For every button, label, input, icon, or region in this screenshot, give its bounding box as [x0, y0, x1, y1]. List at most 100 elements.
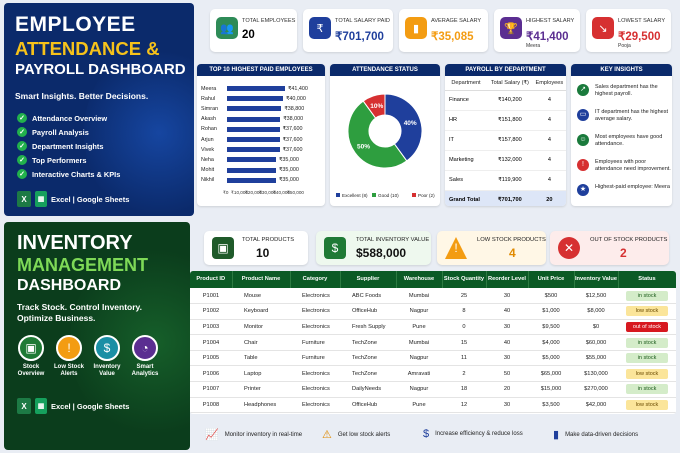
bar [227, 147, 280, 153]
table-cell: In stock [618, 350, 676, 367]
inventory-row[interactable]: P1008 Headphones Electronics OfficeHub Pune 1… [190, 397, 676, 414]
kpi-subtext: Pooja [618, 43, 631, 49]
inventory-row[interactable]: P1007 Printer Electronics DailyNeeds Nagpur 1… [190, 381, 676, 398]
table-cell: 2 [442, 365, 486, 383]
check-icon: ✓ [17, 155, 27, 165]
table-cell: Electronics [290, 365, 340, 383]
check-icon: ✓ [17, 141, 27, 151]
axis-tick-label: ₹0 [223, 190, 229, 195]
kpi-value: ₹29,500 [618, 31, 661, 43]
table-cell: TechZone [340, 334, 396, 351]
pie-slice [362, 93, 386, 119]
table-cell: Nagpur [396, 303, 442, 320]
inventory-row[interactable]: P1001 Mouse Electronics ABC Foods Mumbai 25 30… [190, 288, 676, 305]
column-header[interactable]: Product ID [190, 271, 233, 288]
column-header[interactable]: Inventory Value [574, 271, 619, 288]
kpi-value: 20 [242, 29, 255, 41]
table-cell: HR [445, 110, 488, 131]
dollar-icon: $ [94, 335, 120, 361]
box-icon: ▣ [18, 335, 44, 361]
cube-icon: ▣ [212, 237, 234, 259]
google-sheets-icon: ▦ [35, 398, 47, 414]
table-cell: 20 [532, 190, 566, 206]
inventory-title-line1: INVENTORY [17, 232, 133, 254]
table-cell: 30 [486, 288, 528, 305]
kpi-label: Total Employees [242, 18, 296, 24]
table-cell: $60,000 [574, 334, 618, 351]
legend-swatch [372, 193, 376, 197]
insight-item: ★ Highest-paid employee: Meera [577, 184, 670, 196]
bar-value-label: ₹37,600 [282, 136, 303, 143]
column-header[interactable]: Stock Quantity [442, 271, 487, 288]
inventory-kpi-label: TOTAL INVENTORY VALUE [356, 237, 430, 243]
legend-label: Good (10) [378, 193, 399, 198]
bar [227, 106, 282, 112]
inventory-tagline: Track Stock. Control Inventory. Optimize… [17, 302, 143, 324]
table-cell: Furniture [290, 334, 340, 351]
inventory-row[interactable]: P1006 Laptop Electronics TechZone Amravati 2 5… [190, 365, 676, 383]
column-header[interactable]: Product Name [232, 271, 291, 288]
table-cell: 40 [486, 334, 528, 351]
inventory-row[interactable]: P1005 Table Furniture TechZone Nagpur 11 30 $5,… [190, 350, 676, 367]
table-cell: P1001 [190, 288, 232, 305]
column-header[interactable]: Warehouse [396, 271, 443, 288]
col-header: Employees [532, 76, 566, 91]
table-cell: Amravati [396, 365, 442, 383]
column-header[interactable]: Unit Price [528, 271, 575, 288]
table-cell: Pune [396, 397, 442, 414]
kpi-label: Total Salary Paid [335, 18, 390, 24]
table-cell: Sales [445, 170, 488, 191]
column-header[interactable]: Category [290, 271, 341, 288]
table-cell: Low stock [618, 365, 676, 383]
warning-icon: ⚠ [322, 429, 332, 441]
check-icon: ✓ [17, 127, 27, 137]
inventory-row[interactable]: P1002 Keyboard Electronics OfficeHub Nagpur 8… [190, 303, 676, 320]
table-cell: 30 [486, 397, 528, 414]
inventory-row[interactable]: P1004 Chair Furniture TechZone Mumbai 15 40 $4,… [190, 334, 676, 351]
attendance-panel: ATTENDANCE STATUS 40% 50% 10% Excellent (8)… [330, 64, 440, 206]
table-cell: ₹119,900 [487, 170, 533, 191]
department-title: PAYROLL BY DEPARTMENT [445, 64, 566, 76]
feature-item: ✓ Interactive Charts & KPIs [17, 169, 120, 179]
column-header[interactable]: Reorder Level [486, 271, 529, 288]
table-cell: P1005 [190, 350, 232, 367]
table-cell: $12,500 [574, 288, 618, 305]
column-header[interactable]: Status [618, 271, 676, 288]
kpi-label: Highest Salary [526, 18, 575, 24]
table-cell: ₹701,700 [487, 190, 533, 206]
table-cell: In stock [618, 288, 676, 305]
table-cell: In stock [618, 334, 676, 351]
table-cell: 4 [532, 150, 566, 171]
inventory-hero-banner: INVENTORY MANAGEMENT DASHBOARD Track Sto… [4, 222, 190, 450]
pie-slice [384, 93, 423, 162]
inventory-kpi-value: $588,000 [356, 246, 407, 260]
warning-icon: ! [56, 335, 82, 361]
table-cell: Keyboard [232, 303, 290, 320]
feature-item: ✓ Department Insights [17, 141, 103, 151]
payroll-title-line3: PAYROLL DASHBOARD [15, 61, 186, 78]
pie-slice-label: 40% [404, 120, 417, 127]
insight-text: IT department has the highest average sa… [595, 109, 668, 122]
column-header[interactable]: Supplier [340, 271, 397, 288]
bar-row: Neha ₹35,000 [201, 156, 299, 163]
bar-value-label: ₹40,000 [286, 95, 306, 102]
bar-label: Vivek [201, 146, 215, 153]
bar-row: Mohit ₹35,000 [201, 167, 299, 174]
trophy-icon: 🏆 [500, 17, 522, 39]
bar [227, 126, 280, 132]
table-cell: P1007 [190, 381, 232, 398]
table-cell: Electronics [290, 288, 340, 305]
legend-swatch [412, 193, 416, 197]
axis-tick-label: ₹30,000 [259, 190, 276, 195]
table-cell: TechZone [340, 350, 396, 367]
table-cell: In stock [618, 381, 676, 398]
table-cell: Out of stock [618, 319, 676, 336]
axis-tick-label: ₹20,000 [245, 190, 262, 195]
table-cell: Finance [445, 90, 488, 111]
table-cell: Monitor [232, 319, 290, 336]
table-cell: Grand Total [445, 190, 488, 206]
circle-label: Smart Analytics [131, 364, 159, 378]
top10-title: TOP 10 HIGHEST PAID EMPLOYEES [197, 64, 325, 76]
inventory-row[interactable]: P1003 Monitor Electronics Fresh Supply Pune 0… [190, 319, 676, 336]
table-cell: 18 [442, 381, 486, 398]
